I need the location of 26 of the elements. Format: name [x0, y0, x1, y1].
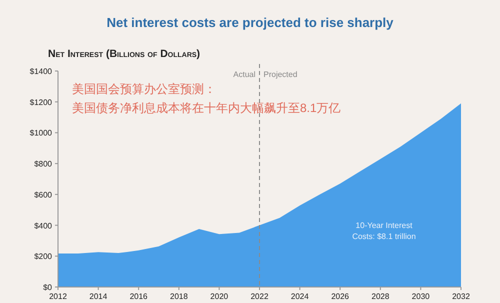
y-tick-label: $0 — [43, 283, 53, 292]
y-tick-label: $1000 — [30, 128, 53, 138]
chart-title: Net interest costs are projected to rise sharply — [106, 15, 394, 30]
x-tick-label: 2016 — [130, 292, 148, 301]
y-tick-label: $800 — [34, 160, 53, 169]
x-tick-label: 2026 — [331, 292, 350, 301]
y-tick-label: $400 — [34, 221, 53, 230]
x-tick-label: 2030 — [412, 292, 430, 301]
x-tick-label: 2020 — [210, 292, 229, 301]
annotation: 美国国会预算办公室预测： — [72, 82, 216, 96]
x-tick-label: 2022 — [250, 292, 269, 301]
x-tick-label: 2018 — [170, 292, 188, 301]
y-tick-label: $200 — [34, 252, 53, 262]
annotation: Projected — [264, 70, 298, 79]
x-tick-label: 2014 — [89, 292, 108, 301]
y-tick-label: $600 — [34, 190, 53, 200]
y-axis-title: Net Interest (Billions of Dollars) — [48, 48, 200, 60]
x-tick-label: 2024 — [290, 292, 310, 301]
annotation: Actual — [233, 70, 256, 79]
x-tick-label: 2012 — [49, 292, 68, 301]
annotation: 10-Year Interest Costs: $8.1 trillion — [352, 221, 416, 241]
annotation: 美国债务净利息成本将在十年内大幅飙升至8.1万亿 — [72, 101, 341, 115]
y-tick-label: $1200 — [30, 98, 53, 107]
y-tick-label: $1400 — [30, 67, 53, 76]
x-tick-label: 2028 — [372, 292, 390, 301]
x-tick-label: 2032 — [452, 292, 470, 301]
